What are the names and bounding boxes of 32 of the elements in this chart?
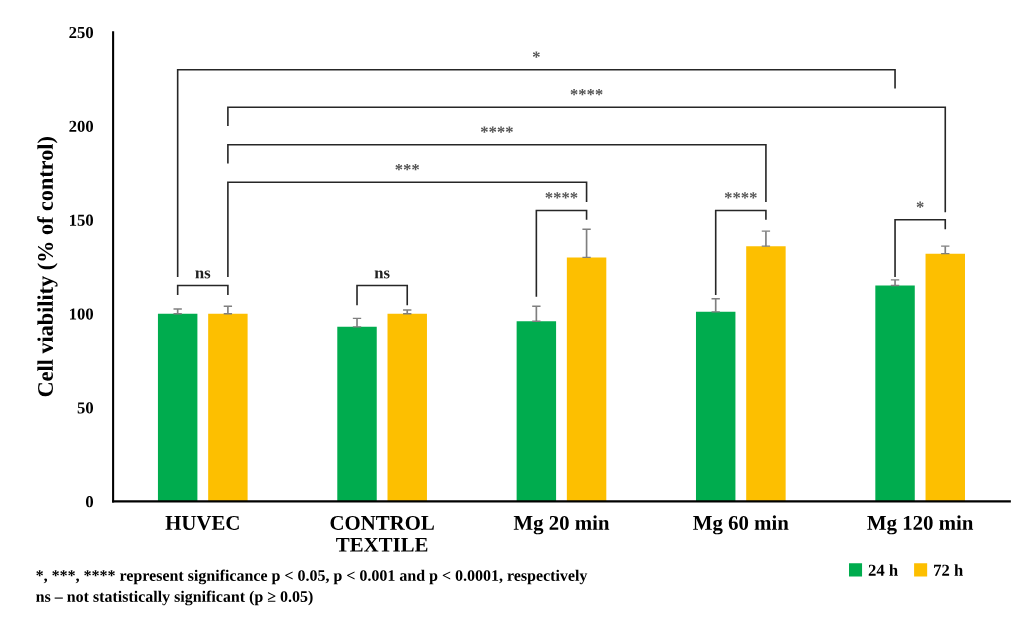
legend-label: 72 h (934, 564, 963, 576)
x-tick-label: CONTROL TEXTILE (330, 515, 434, 552)
x-tick-label: HUVEC (165, 515, 239, 531)
y-tick-label: 250 (69, 26, 94, 39)
legend-label: 24 h (868, 564, 898, 576)
bar (157, 313, 198, 502)
annotation: **** (570, 88, 603, 96)
y-tick-label: 50 (77, 402, 94, 414)
bar (387, 313, 427, 502)
text: *, ***, **** represent significance p < 0.05, p < 0.001 and p < 0.0001, respectively (36, 569, 588, 585)
annotation: * (532, 51, 540, 58)
annotation: *** (395, 164, 420, 171)
annotation: **** (545, 192, 578, 199)
y-tick-label: 0 (85, 496, 94, 508)
bar (695, 311, 736, 502)
x-tick-label: Mg 20 min (513, 515, 610, 535)
annotation: **** (480, 126, 513, 133)
bar (875, 285, 915, 502)
x-tick-label: Mg 120 min (867, 515, 974, 535)
bar (208, 313, 248, 502)
x-tick-label: Mg 60 min (693, 515, 789, 535)
y-axis-title: Cell viability (% of control) (37, 137, 58, 397)
annotation: ns (195, 270, 211, 279)
y-tick-label: 100 (70, 308, 94, 320)
bar (516, 321, 557, 502)
annotation: **** (724, 192, 757, 199)
bar (337, 326, 377, 502)
text: ns – not statistically significant (p ≥ 0.05) (36, 590, 313, 606)
y-tick-label: 200 (69, 120, 94, 132)
y-tick-label: 150 (70, 214, 94, 226)
annotation: ns (374, 270, 390, 279)
annotation: * (916, 201, 924, 208)
